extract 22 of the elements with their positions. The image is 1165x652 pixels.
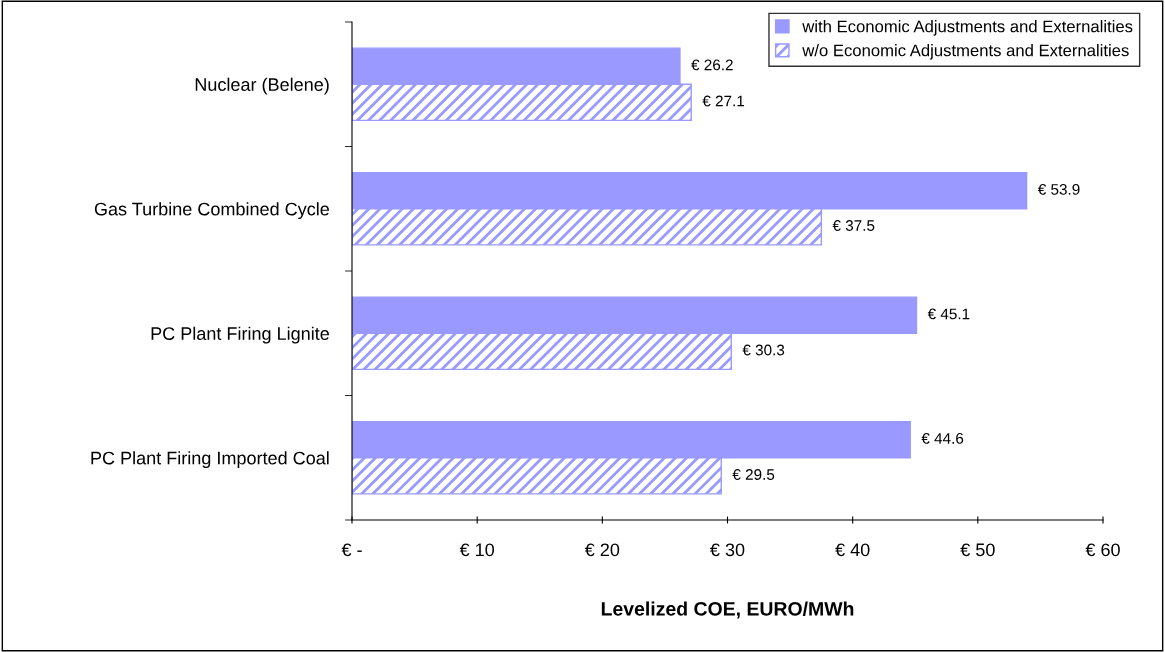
y-tick-label: Gas Turbine Combined Cycle [94,202,329,220]
x-tick-label: € 20 [584,543,620,557]
data-label: € 27.1 [702,95,745,107]
x-tick-label: € 40 [835,543,870,557]
x-tick-label: € 10 [459,543,495,557]
data-label: € 44.6 [921,432,964,444]
y-tick-label: PC Plant Firing Lignite [151,326,329,344]
x-tick-label: € 50 [960,543,995,557]
y-tick-label: PC Plant Firing Imported Coal [91,451,329,469]
data-label: € 26.2 [691,59,733,71]
data-label: € 29.5 [732,469,775,480]
legend-label: w/o Economic Adjustments and Externalities [802,44,1129,60]
data-label: € 53.9 [1037,183,1080,195]
x-tick-label: € 30 [710,543,745,557]
legend-label: with Economic Adjustments and Externalities [802,20,1133,36]
data-label: € 37.5 [832,220,875,231]
x-tick-label: € - [341,543,362,557]
y-tick-label: Nuclear (Belene) [195,77,329,95]
data-label: € 30.3 [742,344,785,356]
x-tick-label: € 60 [1085,543,1120,557]
data-label: € 45.1 [927,308,970,320]
x-axis-title: Levelized COE, EURO/MWh [601,601,854,619]
